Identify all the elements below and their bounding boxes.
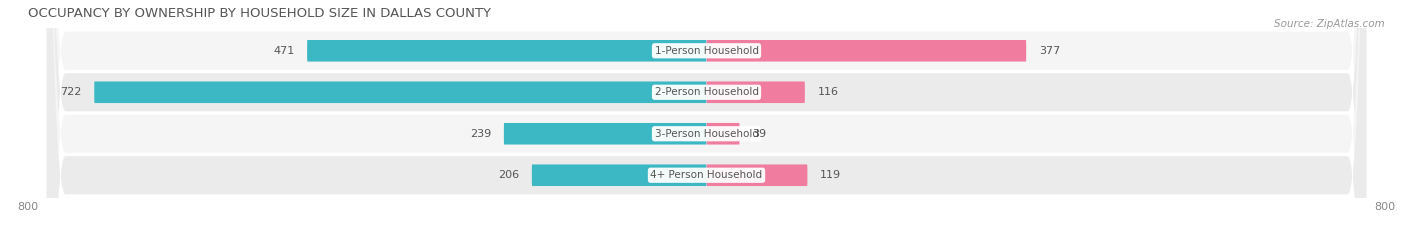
FancyBboxPatch shape <box>707 123 740 144</box>
Text: 471: 471 <box>273 46 294 56</box>
Text: 206: 206 <box>498 170 519 180</box>
Text: 722: 722 <box>60 87 82 97</box>
FancyBboxPatch shape <box>503 123 707 144</box>
Text: OCCUPANCY BY OWNERSHIP BY HOUSEHOLD SIZE IN DALLAS COUNTY: OCCUPANCY BY OWNERSHIP BY HOUSEHOLD SIZE… <box>28 7 491 20</box>
FancyBboxPatch shape <box>707 40 1026 62</box>
Text: 2-Person Household: 2-Person Household <box>655 87 758 97</box>
Text: 4+ Person Household: 4+ Person Household <box>651 170 762 180</box>
FancyBboxPatch shape <box>707 82 804 103</box>
FancyBboxPatch shape <box>531 164 707 186</box>
FancyBboxPatch shape <box>46 0 1367 233</box>
Text: 377: 377 <box>1039 46 1060 56</box>
Text: 3-Person Household: 3-Person Household <box>655 129 758 139</box>
FancyBboxPatch shape <box>46 0 1367 233</box>
Text: 119: 119 <box>820 170 841 180</box>
Text: 1-Person Household: 1-Person Household <box>655 46 758 56</box>
Text: 239: 239 <box>470 129 491 139</box>
FancyBboxPatch shape <box>46 0 1367 233</box>
FancyBboxPatch shape <box>307 40 707 62</box>
FancyBboxPatch shape <box>94 82 707 103</box>
Text: 39: 39 <box>752 129 766 139</box>
Text: 116: 116 <box>818 87 838 97</box>
FancyBboxPatch shape <box>46 0 1367 233</box>
Text: Source: ZipAtlas.com: Source: ZipAtlas.com <box>1274 19 1385 29</box>
FancyBboxPatch shape <box>707 164 807 186</box>
